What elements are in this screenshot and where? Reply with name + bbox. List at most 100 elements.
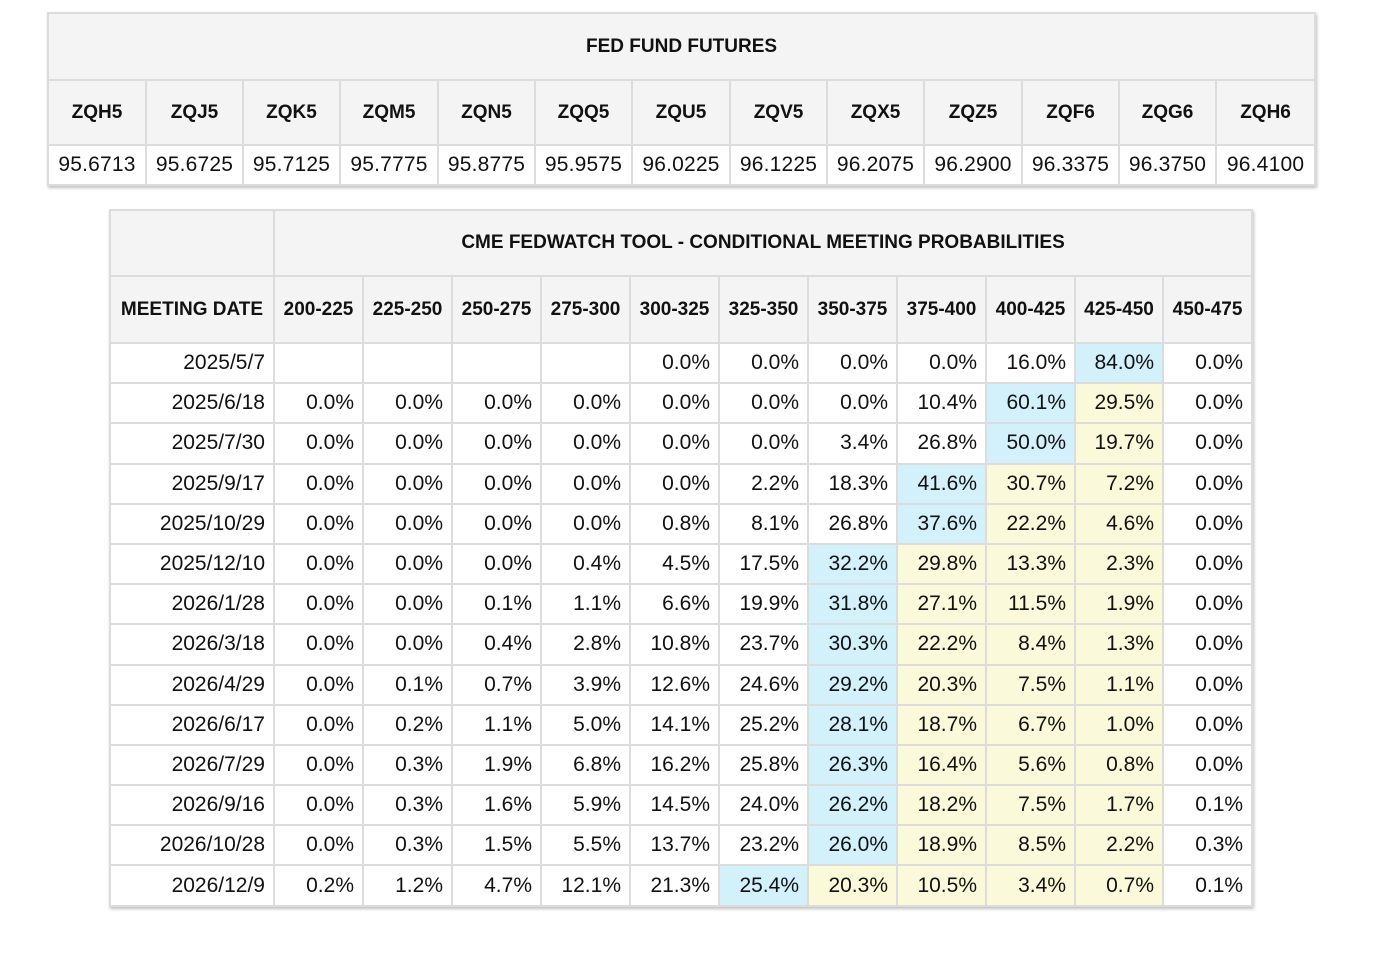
probability-cell: 0.0% — [1161, 743, 1254, 787]
probability-cell: 23.2% — [718, 824, 809, 867]
rate-range-header: 250-275 — [451, 275, 542, 344]
probability-cell: 3.4% — [985, 864, 1076, 907]
probability-cell: 0.3% — [1161, 824, 1254, 867]
probability-cell: 16.2% — [629, 743, 720, 787]
probability-cell: 2.2% — [718, 462, 809, 505]
probability-cell: 29.2% — [807, 663, 898, 706]
futures-price: 95.9575 — [534, 144, 633, 186]
futures-code: ZQK5 — [242, 79, 341, 146]
probability-cell: 0.0% — [273, 462, 364, 505]
probability-cell: 0.0% — [273, 743, 364, 787]
probability-cell — [540, 341, 631, 385]
futures-price: 96.2900 — [923, 144, 1023, 186]
probability-cell: 0.3% — [362, 784, 453, 827]
probability-cell: 50.0% — [985, 422, 1076, 465]
probability-cell: 8.1% — [718, 502, 809, 545]
meeting-date: 2026/1/28 — [109, 583, 275, 626]
probability-cell: 0.0% — [718, 422, 809, 465]
probability-cell: 25.8% — [718, 743, 809, 787]
probability-cell: 0.0% — [273, 583, 364, 626]
meeting-row: 2025/5/7 0.0% 0.0% 0.0% 0.0% 16.0% 84.0% 0.0% — [109, 341, 1254, 385]
probability-cell: 0.0% — [718, 341, 809, 385]
probability-cell: 0.0% — [362, 623, 453, 666]
probability-cell: 23.7% — [718, 623, 809, 666]
probability-cell: 0.0% — [540, 502, 631, 545]
probability-cell: 18.7% — [896, 703, 987, 746]
futures-price: 96.4100 — [1214, 144, 1317, 186]
rate-range-header: 325-350 — [718, 275, 809, 344]
probability-cell: 26.8% — [807, 502, 898, 545]
meeting-row: 2025/9/17 0.0% 0.0% 0.0% 0.0% 0.0% 2.2% 18.3% 41… — [109, 462, 1254, 505]
probability-cell: 0.0% — [629, 462, 720, 505]
probability-cell: 0.0% — [629, 382, 720, 425]
probability-cell: 0.3% — [362, 824, 453, 867]
probability-cell: 0.0% — [273, 542, 364, 586]
probability-cell: 0.4% — [451, 623, 542, 666]
meeting-date: 2026/4/29 — [109, 663, 275, 706]
meeting-row: 2025/6/18 0.0% 0.0% 0.0% 0.0% 0.0% 0.0% 0.0% 10.… — [109, 382, 1254, 425]
meeting-date: 2026/10/28 — [109, 824, 275, 867]
fed-fund-futures-table: FED FUND FUTURES ZQH5 ZQJ5 ZQK5 ZQM5 ZQN5 ZQQ… — [46, 12, 1317, 186]
probability-cell: 12.1% — [540, 864, 631, 907]
probability-cell: 7.5% — [985, 784, 1076, 827]
meeting-date: 2025/9/17 — [109, 462, 275, 505]
probability-cell: 0.0% — [362, 462, 453, 505]
probability-cell: 30.3% — [807, 623, 898, 666]
probability-cell: 28.1% — [807, 703, 898, 746]
futures-code-row: ZQH5 ZQJ5 ZQK5 ZQM5 ZQN5 ZQQ5 ZQU5 ZQV5 ZQX5 ZQZ5… — [47, 79, 1317, 146]
futures-code: ZQM5 — [339, 79, 439, 146]
probability-cell: 0.0% — [629, 422, 720, 465]
probability-cell: 0.0% — [273, 422, 364, 465]
probability-cell: 0.0% — [1161, 583, 1254, 626]
probability-cell: 0.1% — [1161, 864, 1254, 907]
probability-cell: 19.7% — [1074, 422, 1164, 465]
meeting-date-header: MEETING DATE — [109, 275, 275, 344]
fedwatch-title: CME FEDWATCH TOOL - CONDITIONAL MEETING … — [272, 209, 1254, 277]
probability-cell: 0.2% — [362, 703, 453, 746]
rate-range-header: 425-450 — [1074, 275, 1164, 344]
meeting-date: 2026/9/16 — [109, 784, 275, 827]
probability-cell: 0.0% — [807, 382, 898, 425]
probability-cell: 0.0% — [273, 824, 364, 867]
meeting-date: 2025/7/30 — [109, 422, 275, 465]
probability-cell: 1.9% — [451, 743, 542, 787]
probability-cell: 24.0% — [718, 784, 809, 827]
probability-cell: 18.2% — [896, 784, 987, 827]
probability-cell: 60.1% — [985, 382, 1076, 425]
meeting-row: 2025/12/10 0.0% 0.0% 0.0% 0.4% 4.5% 17.5% 32.2%… — [109, 542, 1254, 586]
meeting-date: 2026/7/29 — [109, 743, 275, 787]
probability-cell: 0.0% — [362, 382, 453, 425]
futures-price: 95.7775 — [339, 144, 439, 186]
futures-code: ZQN5 — [437, 79, 536, 146]
probability-cell: 0.1% — [362, 663, 453, 706]
probability-cell: 2.3% — [1074, 542, 1164, 586]
futures-title-row: FED FUND FUTURES — [46, 12, 1317, 81]
probability-cell: 0.0% — [1161, 382, 1254, 425]
meeting-row: 2026/1/28 0.0% 0.0% 0.1% 1.1% 6.6% 19.9% 31.8% 2… — [109, 583, 1254, 626]
meeting-date: 2026/3/18 — [109, 623, 275, 666]
probability-cell: 13.7% — [629, 824, 720, 867]
probability-cell — [273, 341, 364, 385]
futures-code: ZQH5 — [47, 79, 147, 146]
probability-cell: 0.3% — [362, 743, 453, 787]
probability-cell: 10.4% — [896, 382, 987, 425]
probability-cell: 0.0% — [540, 422, 631, 465]
futures-price: 96.1225 — [729, 144, 828, 186]
probability-cell: 0.7% — [451, 663, 542, 706]
probability-cell: 26.0% — [807, 824, 898, 867]
probability-cell: 25.4% — [718, 864, 809, 907]
probability-cell: 30.7% — [985, 462, 1076, 505]
probability-cell — [451, 341, 542, 385]
probability-cell: 41.6% — [896, 462, 987, 505]
probability-cell: 7.5% — [985, 663, 1076, 706]
rate-range-header: 275-300 — [540, 275, 631, 344]
probability-cell: 0.0% — [1161, 341, 1254, 385]
meeting-row: 2026/7/29 0.0% 0.3% 1.9% 6.8% 16.2% 25.8% 26.3%… — [109, 743, 1254, 787]
probability-cell: 1.1% — [451, 703, 542, 746]
futures-price-row: 95.6713 95.6725 95.7125 95.7775 95.8775 95.95… — [47, 144, 1317, 186]
meeting-row: 2026/4/29 0.0% 0.1% 0.7% 3.9% 12.6% 24.6% 29.2%… — [109, 663, 1254, 706]
probability-cell: 5.9% — [540, 784, 631, 827]
probability-cell: 0.0% — [896, 341, 987, 385]
probability-cell: 17.5% — [718, 542, 809, 586]
probability-cell: 0.1% — [451, 583, 542, 626]
